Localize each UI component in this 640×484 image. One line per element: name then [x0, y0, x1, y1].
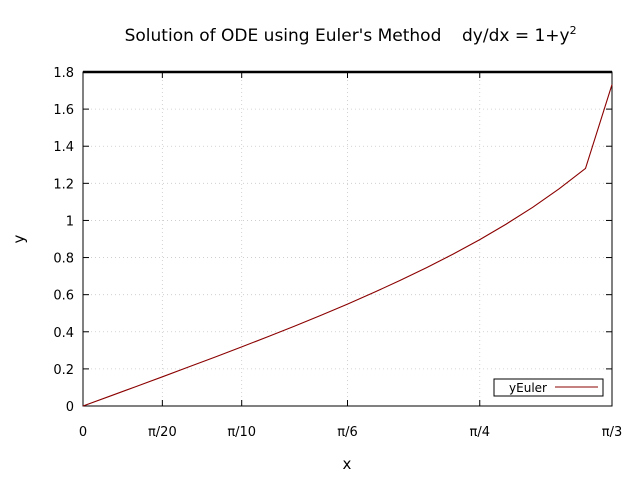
x-tick-label: π/10 [227, 425, 256, 440]
y-tick-label: 1.2 [53, 177, 74, 192]
y-tick-label: 0.6 [53, 289, 74, 304]
equation-exponent: 2 [570, 24, 577, 37]
x-tick-label: π/20 [148, 425, 177, 440]
y-axis-label: y [10, 234, 28, 243]
y-tick-label: 1.6 [53, 103, 74, 118]
grid [83, 72, 612, 406]
y-tick-label: 1.4 [53, 140, 74, 155]
series-line-yeuler [82, 84, 613, 407]
x-tick-label: π/4 [470, 425, 490, 440]
equation-text: dy/dx = 1+y [462, 26, 570, 46]
y-tick-label: 0.8 [53, 252, 74, 267]
y-tick-label: 1 [66, 214, 74, 229]
legend: yEuler [493, 378, 604, 397]
y-tick-label: 0.4 [53, 326, 74, 341]
plot-frame [82, 71, 613, 407]
x-tick-label: 0 [79, 425, 87, 440]
x-tick-label: π/3 [602, 425, 622, 440]
legend-box [493, 378, 604, 397]
chart-title: Solution of ODE using Euler's Method [125, 26, 442, 46]
y-tick-label: 1.8 [53, 66, 74, 81]
x-tick-label: π/6 [337, 425, 357, 440]
chart-equation: dy/dx = 1+y2 [462, 24, 577, 46]
x-axis-label: x [343, 455, 352, 473]
tick-labels: 0 0.2 0.4 0.6 0.8 1 1.2 1.4 1.6 1.8 0 π/20 π/10 π/6 π/… [53, 66, 622, 440]
y-tick-label: 0 [66, 400, 74, 415]
y-tick-label: 0.2 [53, 363, 74, 378]
legend-label: yEuler [509, 381, 547, 395]
ticks [82, 71, 613, 407]
